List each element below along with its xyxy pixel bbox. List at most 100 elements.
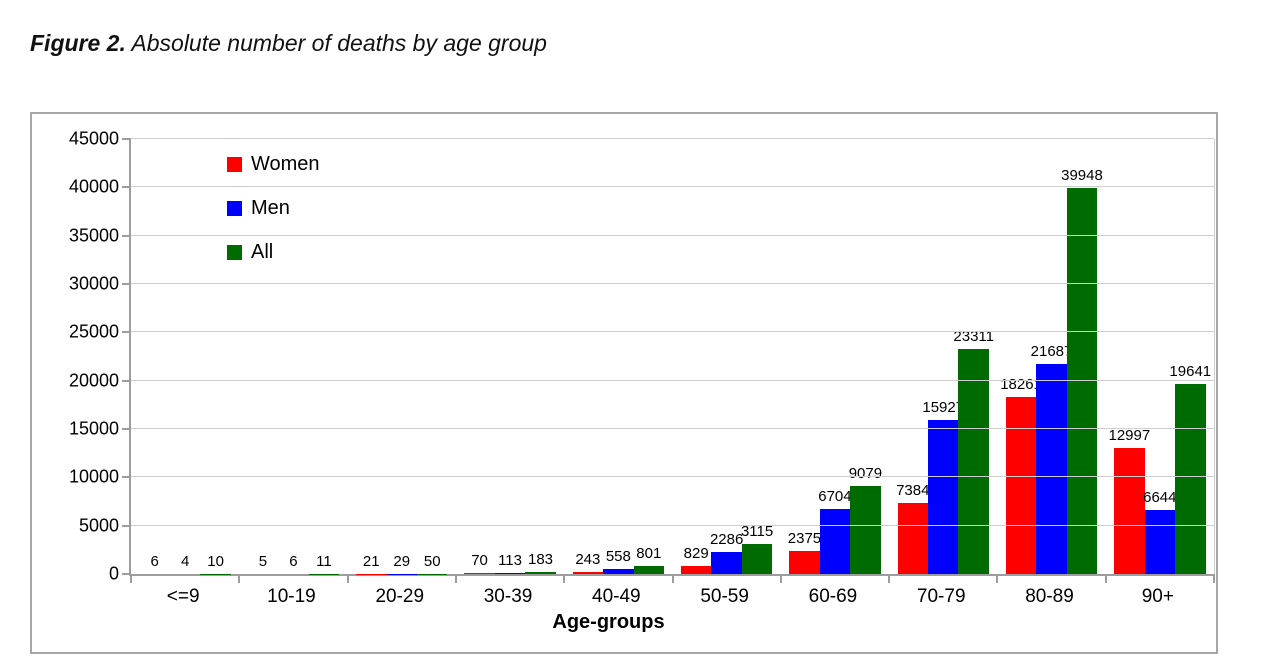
gridline — [131, 186, 1214, 188]
x-axis-tick — [1213, 574, 1215, 583]
bar-group-90+: 12997 6644 19641 — [1106, 139, 1214, 574]
data-label: 21687 — [1030, 343, 1073, 361]
data-label: 3115 — [740, 522, 774, 540]
bar-all-80-89 — [1066, 187, 1098, 574]
plot-area: 6 4 10 5 6 11 21 29 50 70 113 183 243 558 801 829 2286 31… — [69, 129, 1215, 584]
bar-slot: 21 — [356, 139, 387, 574]
x-axis-label-30-39: 30-39 — [483, 586, 533, 607]
data-label: 9079 — [848, 465, 883, 483]
bar-group-50-59: 829 2286 3115 — [672, 139, 780, 574]
bar-slot: 6644 — [1143, 139, 1177, 574]
bar-slot: 15927 — [922, 139, 964, 574]
bar-slot: 829 — [680, 139, 712, 574]
bar-slot: 183 — [525, 139, 556, 574]
bar-slot: 70 — [464, 139, 495, 574]
bar-women-40-49 — [572, 571, 604, 574]
bar-slot: 12997 — [1108, 139, 1150, 574]
legend-label: Women — [251, 153, 320, 175]
y-axis-tick-label: 15000 — [68, 418, 119, 439]
bar-all-50-59 — [741, 543, 773, 574]
x-axis-tick — [1104, 574, 1107, 583]
y-axis-tick — [122, 573, 131, 575]
bar-group-20-29: 21 29 50 — [348, 139, 456, 574]
legend-label: All — [251, 241, 274, 263]
y-axis-tick-label: 5000 — [78, 515, 119, 536]
x-axis-tick — [779, 574, 782, 583]
data-label: 829 — [683, 545, 709, 562]
bar-slot: 6704 — [818, 139, 852, 574]
x-axis-label-60-69: 60-69 — [808, 586, 858, 607]
chart-container: 6 4 10 5 6 11 21 29 50 70 113 183 243 558 801 829 2286 31… — [30, 112, 1218, 654]
bar-slot: 7384 — [896, 139, 929, 574]
y-axis-tick-label: 0 — [108, 563, 119, 584]
figure-caption-text: Absolute number of deaths by age group — [125, 30, 547, 56]
bar-group-70-79: 7384 15927 23311 — [889, 139, 997, 574]
x-axis-tick — [671, 574, 674, 583]
bar-slot: 6 — [278, 139, 309, 574]
bar-slot: 113 — [494, 139, 526, 574]
x-axis-label-70-79: 70-79 — [916, 586, 966, 607]
x-axis-tick — [888, 574, 891, 583]
y-axis-tick-label: 35000 — [68, 225, 119, 246]
data-label: 15927 — [922, 399, 965, 417]
gridline — [131, 331, 1214, 333]
legend-swatch-icon — [227, 244, 242, 260]
bar-men-70-79 — [927, 420, 959, 574]
x-axis-tick — [454, 574, 457, 583]
data-label: 6 — [289, 552, 298, 570]
bar-slot: 2286 — [710, 139, 743, 574]
bar-slot: 801 — [633, 139, 665, 574]
data-label: 39948 — [1061, 166, 1103, 184]
bar-slot: 11 — [308, 139, 340, 574]
y-axis-tick-label: 40000 — [68, 176, 119, 197]
y-axis-tick — [122, 234, 131, 237]
data-label: 558 — [605, 547, 631, 565]
data-label: 70 — [471, 552, 488, 570]
bar-men-50-59 — [711, 551, 742, 574]
gridline — [131, 476, 1214, 478]
data-label: 4 — [180, 552, 190, 570]
data-label: 6704 — [818, 488, 852, 506]
bar-men-40-49 — [603, 568, 634, 574]
bar-women-60-69 — [789, 551, 820, 574]
gridline — [131, 428, 1214, 430]
x-axis-label-40-49: 40-49 — [592, 586, 641, 607]
y-axis-tick — [122, 331, 131, 334]
bar-all-70-79 — [958, 348, 989, 574]
x-axis-tick — [346, 574, 349, 583]
bar-all-40-49 — [633, 566, 665, 574]
data-label: 243 — [575, 550, 601, 568]
gridline — [131, 379, 1214, 381]
legend-item-women: Women — [227, 152, 320, 176]
x-axis-tick — [996, 574, 999, 583]
bar-women-70-79 — [897, 502, 928, 574]
x-axis-label-10-19: 10-19 — [267, 586, 316, 607]
data-label: 19641 — [1169, 363, 1212, 381]
data-label: 50 — [423, 552, 441, 570]
bar-groups: 6 4 10 5 6 11 21 29 50 70 113 183 243 558 801 829 2286 31… — [131, 139, 1214, 574]
bar-all-90+ — [1175, 384, 1206, 574]
x-axis-labels: <=9 10-19 20-29 30-39 40-49 50-59 60-69 70-79 80… — [129, 586, 1212, 608]
data-label: 21 — [362, 552, 380, 570]
y-axis-tick — [122, 283, 131, 286]
y-axis-tick — [122, 428, 131, 431]
x-axis-title: Age-groups — [552, 611, 665, 633]
legend-item-all: All — [227, 240, 320, 264]
bar-men-30-39 — [494, 572, 526, 574]
bar-slot: 18261 — [1000, 139, 1042, 574]
y-axis-tick — [122, 524, 131, 527]
y-axis-tick-label: 10000 — [68, 466, 119, 487]
bar-men-80-89 — [1036, 364, 1067, 574]
y-axis-tick — [122, 138, 131, 140]
gridline — [131, 283, 1214, 285]
x-axis-label-50-59: 50-59 — [700, 586, 749, 607]
y-axis-tick — [122, 476, 131, 479]
figure-caption-prefix: Figure 2. — [30, 30, 126, 56]
data-label: 29 — [393, 552, 411, 570]
x-axis-tick — [238, 574, 241, 583]
legend-swatch-icon — [227, 156, 242, 172]
bar-slot: 4 — [169, 139, 201, 574]
bar-slot: 50 — [416, 139, 448, 574]
data-label: 18261 — [1000, 376, 1042, 394]
bar-all-30-39 — [525, 572, 556, 574]
